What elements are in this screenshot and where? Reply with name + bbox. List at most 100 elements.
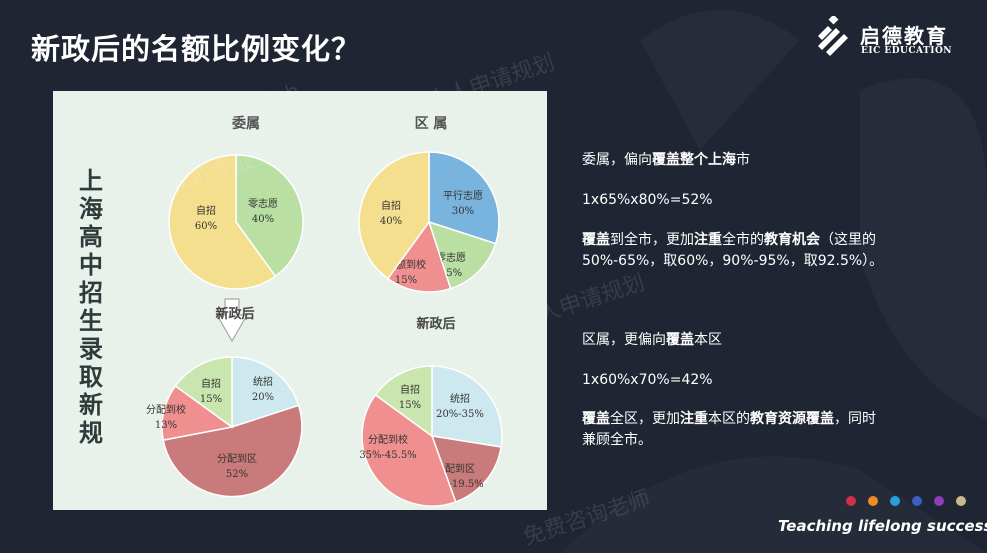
pie-slice bbox=[431, 365, 503, 448]
vertical-title-char: 取 bbox=[79, 362, 103, 391]
pie-slice bbox=[361, 393, 457, 507]
vertical-title-char: 录 bbox=[79, 334, 103, 363]
note-6: 覆盖全区，更加注重本区的教育资源覆盖，同时 bbox=[582, 409, 876, 430]
slice-value: 13% bbox=[155, 420, 177, 431]
note-3-bold: 覆盖 bbox=[582, 232, 610, 248]
note-2: 1x65%x80%=52% bbox=[582, 192, 713, 208]
vertical-title-char: 规 bbox=[79, 418, 103, 447]
color-dot bbox=[890, 496, 900, 506]
slice-value: 15% bbox=[200, 394, 222, 405]
note-1-part2: 整个 bbox=[680, 152, 708, 168]
note-1-bold2: 上海 bbox=[708, 152, 736, 168]
note-3: 覆盖到全市，更加注重全市的教育机会（这里的 bbox=[582, 230, 876, 251]
slice-value: 15% bbox=[440, 268, 462, 279]
slide-title: 新政后的名额比例变化？ bbox=[31, 32, 362, 66]
note-4: 区属，更偏向覆盖本区 bbox=[582, 330, 722, 351]
chart-title-3: 新政后 bbox=[416, 316, 455, 332]
slice-value: 15% bbox=[399, 400, 421, 411]
logo-name-cn: 启德教育 bbox=[860, 24, 948, 48]
note-3-part3: （这里的 bbox=[820, 232, 876, 248]
eic-logo: 启德教育 EIC EDUCATION bbox=[810, 16, 970, 60]
pie-slice bbox=[235, 154, 304, 278]
slice-value: 40% bbox=[252, 214, 274, 225]
note-1-part: 委属，偏向 bbox=[582, 152, 652, 168]
note-3-bold2: 注重 bbox=[694, 232, 722, 248]
chart-title-1: 区 属 bbox=[415, 116, 448, 132]
pie-slice bbox=[386, 220, 452, 293]
pie-slice bbox=[430, 435, 502, 503]
vertical-title-char: 上 bbox=[79, 166, 103, 195]
vertical-title-char: 高 bbox=[79, 222, 103, 251]
pie-chart-0: 零志愿 40% 自招 60% bbox=[168, 154, 304, 290]
note-3-bold3: 教育机会 bbox=[764, 232, 820, 248]
note-6-part2: 本区的 bbox=[708, 411, 750, 427]
note-4-part: 区属，更偏向 bbox=[582, 332, 666, 348]
pie-chart-2: 统招 20% 分配到区 52% 分配到校 13% 自招 15% bbox=[146, 356, 303, 498]
slice-label: 自招 bbox=[196, 204, 216, 217]
slice-label: 分配到区 bbox=[217, 453, 257, 465]
slice-label: 自招 bbox=[400, 383, 420, 396]
vertical-title-char: 中 bbox=[79, 250, 103, 279]
note-4-part2: 本区 bbox=[694, 332, 722, 348]
pie-slice bbox=[168, 154, 277, 290]
tagline: Teaching lifelong success bbox=[778, 517, 987, 535]
pie-slice bbox=[374, 365, 433, 438]
slice-value: 30% bbox=[452, 206, 474, 217]
note-6-bold2: 注重 bbox=[680, 411, 708, 427]
slice-value: 52% bbox=[226, 469, 248, 480]
note-5: 1x60%x70%=42% bbox=[582, 372, 713, 388]
slice-label: 统招 bbox=[450, 392, 470, 405]
pie-charts: 零志愿40%自招60%平行志愿30%零志愿15%名额到校15%自招40%统招20… bbox=[146, 151, 503, 507]
note-3-line2: 50%-65%，取60%，90%-95%，取92.5%）。 bbox=[582, 253, 884, 269]
color-dot bbox=[846, 496, 856, 506]
color-dot bbox=[912, 496, 922, 506]
slice-value: 60% bbox=[195, 221, 217, 232]
vertical-title-char: 海 bbox=[79, 194, 103, 223]
note-3-part: 到全市，更加 bbox=[610, 232, 694, 248]
pie-slice bbox=[358, 151, 430, 280]
vertical-title-char: 招 bbox=[79, 278, 103, 307]
note-1-part3: 市 bbox=[736, 152, 750, 168]
slice-value: 15% bbox=[395, 275, 417, 286]
slice-value: 20% bbox=[252, 392, 274, 403]
slice-label: 零志愿 bbox=[436, 251, 466, 264]
note-6-bold3: 教育资源覆盖 bbox=[750, 411, 834, 427]
down-arrow-icon bbox=[216, 298, 248, 343]
note-1: 委属，偏向覆盖整个上海市 bbox=[582, 150, 750, 171]
slice-label: 自招 bbox=[201, 377, 221, 390]
vertical-title-char: 新 bbox=[79, 390, 103, 419]
eic-logo-mark-icon bbox=[818, 16, 848, 56]
chart-title-2: 新政后 bbox=[215, 306, 254, 322]
color-dot bbox=[956, 496, 966, 506]
pie-slice bbox=[162, 404, 303, 498]
slice-value: 20%-35% bbox=[436, 409, 484, 420]
pie-slice bbox=[161, 384, 234, 441]
slice-label: 分配到校 bbox=[368, 433, 408, 446]
note-6-bold: 覆盖 bbox=[582, 411, 610, 427]
logo-name-en: EIC EDUCATION bbox=[861, 46, 953, 56]
slice-label: 平行志愿 bbox=[443, 189, 483, 202]
slice-value: 15%-19.5% bbox=[426, 479, 483, 490]
color-dot bbox=[934, 496, 944, 506]
slice-value: 35%-45.5% bbox=[359, 450, 416, 461]
pie-slice bbox=[428, 151, 500, 245]
slice-value: 40% bbox=[380, 216, 402, 227]
vertical-title-char: 生 bbox=[79, 306, 103, 335]
slice-label: 统招 bbox=[253, 375, 273, 388]
slice-label: 零志愿 bbox=[248, 197, 278, 210]
slice-label: 自招 bbox=[381, 199, 401, 212]
slice-label: 分配到校 bbox=[146, 403, 186, 416]
note-4-bold: 覆盖 bbox=[666, 332, 694, 348]
note-6-part3: ，同时 bbox=[834, 411, 876, 427]
color-dot bbox=[868, 496, 878, 506]
pie-slice bbox=[231, 356, 300, 429]
note-6-line2: 兼顾全市。 bbox=[582, 432, 652, 448]
note-3-part2: 全市的 bbox=[722, 232, 764, 248]
pie-slice bbox=[174, 356, 233, 429]
chart-title-0: 委属 bbox=[231, 115, 260, 132]
note-1-bold: 覆盖 bbox=[652, 152, 680, 168]
